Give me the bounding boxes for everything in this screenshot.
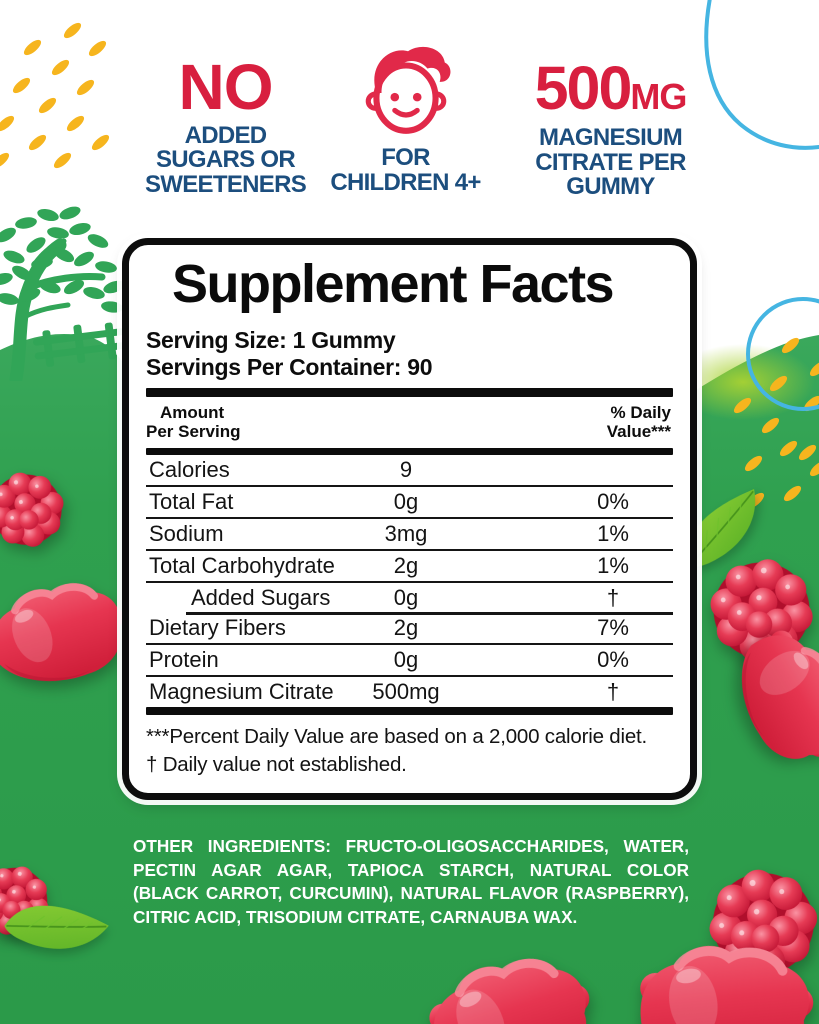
nutrient-amount: 500mg (372, 679, 440, 704)
teal-swoosh-line (704, 0, 819, 150)
badge-line: CHILDREN 4+ (330, 168, 481, 196)
divider-thick (146, 388, 673, 397)
nutrient-dv (553, 455, 673, 485)
badge-no-added-sugars: NO ADDED SUGARS OR SWEETENERS (128, 51, 323, 199)
nutrient-amount: 9 (399, 457, 413, 482)
footnote-dagger: † Daily value not established. (146, 752, 407, 776)
badge-line: SUGARS OR (155, 146, 296, 174)
nutrient-dv: 7% (597, 615, 629, 640)
nutrient-row: Calories 9 (146, 455, 673, 485)
gummy-image (0, 566, 137, 699)
nutrient-row: Sodium 3mg 1% (146, 517, 673, 549)
supplement-facts-panel: Supplement Facts Serving Size: 1 Gummy S… (122, 238, 697, 800)
column-header-daily-value: % Daily (610, 403, 671, 422)
nutrient-amount: 3mg (384, 521, 428, 546)
nutrient-amount: 0g (393, 647, 419, 672)
nutrient-spacer (471, 487, 553, 517)
dosage-unit: MG (630, 76, 687, 117)
badge-line: ADDED (184, 121, 268, 149)
nutrient-row: Protein 0g 0% (146, 643, 673, 675)
nutrient-spacer (471, 455, 553, 485)
nutrient-label: Magnesium Citrate (149, 679, 334, 704)
nutrient-label: Protein (149, 647, 219, 672)
no-headline: NO (178, 51, 274, 123)
badge-line: SWEETENERS (144, 171, 307, 199)
column-header-amount: Amount (160, 403, 225, 422)
nutrient-spacer (471, 583, 553, 613)
nutrient-spacer (471, 613, 553, 643)
nutrient-label: Calories (149, 457, 230, 482)
badge-line: CITRATE PER (535, 148, 686, 176)
nutrient-label: Dietary Fibers (149, 615, 286, 640)
other-ingredients-text: FRUCTO-OLIGOSACCHARIDES, WATER, PECTIN A… (133, 836, 689, 927)
divider-thick (146, 707, 673, 715)
nutrient-row: Total Carbohydrate 2g 1% (146, 549, 673, 581)
other-ingredients: OTHER INGREDIENTS: FRUCTO-OLIGOSACCHARID… (133, 835, 689, 929)
nutrient-label: Total Fat (149, 489, 234, 514)
badge-dosage: 500MG MAGNESIUM CITRATE PER GUMMY (518, 58, 703, 200)
nutrient-dv: 1% (597, 521, 629, 546)
nutrient-amount: 2g (393, 553, 419, 578)
nutrient-spacer (471, 551, 553, 581)
footnote-daily-value: ***Percent Daily Value are based on a 2,… (146, 725, 648, 748)
badge-for-children: FOR CHILDREN 4+ (328, 40, 483, 195)
nutrient-amount: 0g (393, 585, 419, 610)
nutrient-dv: † (606, 679, 620, 704)
fence-icon (33, 322, 127, 367)
other-ingredients-label: OTHER INGREDIENTS: (133, 836, 331, 857)
nutrient-label: Total Carbohydrate (149, 553, 335, 578)
nutrient-spacer (471, 519, 553, 549)
divider-thick (146, 448, 673, 455)
dosage-value: 500 (534, 54, 633, 122)
column-header-daily-value: Value*** (606, 422, 671, 441)
nutrient-spacer (471, 677, 553, 707)
nutrient-dv: 1% (597, 553, 629, 578)
child-face-icon (365, 46, 450, 134)
nutrient-row: Dietary Fibers 2g 7% (146, 612, 673, 643)
nutrient-dv: 0% (597, 489, 629, 514)
nutrient-dv: 0% (597, 647, 629, 672)
badge-line: MAGNESIUM (538, 124, 683, 151)
nutrient-row: Magnesium Citrate 500mg † (146, 675, 673, 707)
serving-size: Serving Size: 1 Gummy (146, 327, 396, 353)
nutrient-row: Total Fat 0g 0% (146, 485, 673, 517)
table-header: Amount Per Serving % Daily Value*** (146, 397, 673, 448)
nutrient-label: Added Sugars (191, 585, 331, 610)
badge-line: FOR (381, 144, 430, 171)
servings-per-container: Servings Per Container: 90 (146, 354, 433, 380)
nutrient-spacer (471, 645, 553, 675)
nutrition-rows: Calories 9 Total Fat 0g 0% Sodium 3mg 1% Total C… (146, 455, 673, 707)
panel-title: Supplement Facts (172, 254, 615, 314)
nutrient-dv: † (606, 585, 620, 610)
nutrient-amount: 0g (393, 489, 419, 514)
badge-line: GUMMY (566, 173, 655, 201)
tree-icon (0, 206, 125, 381)
nutrient-row: Added Sugars 0g † (146, 581, 673, 613)
nutrient-label: Sodium (149, 521, 224, 546)
column-header-amount: Per Serving (146, 422, 241, 441)
nutrient-amount: 2g (393, 615, 419, 640)
